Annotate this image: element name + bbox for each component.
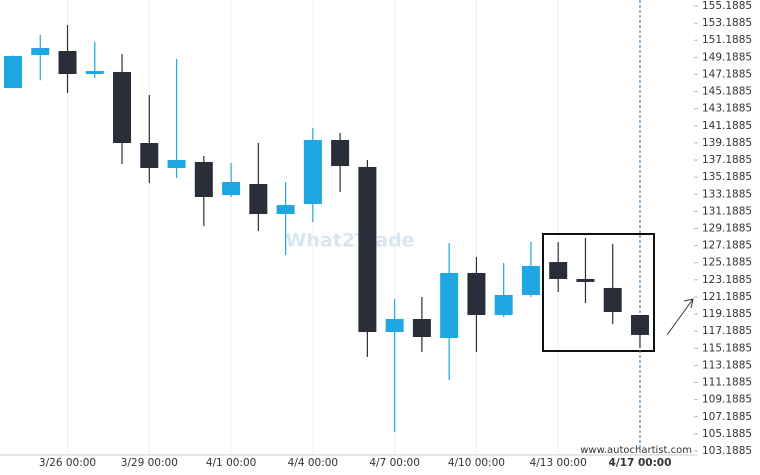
y-tick-label: 103.1885 xyxy=(702,445,752,457)
y-tick-label: 125.1885 xyxy=(702,257,752,269)
candle-body xyxy=(222,182,241,196)
candle-body xyxy=(358,166,377,333)
candle-body xyxy=(440,272,459,339)
candle-body xyxy=(521,265,540,295)
pattern-box xyxy=(542,233,655,352)
candle-body xyxy=(630,315,649,335)
candle-body xyxy=(385,319,404,333)
y-tick-label: 139.1885 xyxy=(702,137,752,149)
x-tick-label: 4/1 00:00 xyxy=(206,457,257,469)
y-tick-label: 127.1885 xyxy=(702,240,752,252)
source: www.autochartist.com xyxy=(580,445,692,456)
y-tick-label: 149.1885 xyxy=(702,51,752,63)
y-tick-label: 129.1885 xyxy=(702,222,752,234)
x-tick-label: 4/7 00:00 xyxy=(369,457,420,469)
candle-body xyxy=(140,142,159,168)
candle-body xyxy=(4,55,22,89)
watermark: What2Trade xyxy=(285,230,414,252)
candle-body xyxy=(494,294,513,315)
candle-body xyxy=(276,205,295,215)
y-tick-label: 133.1885 xyxy=(702,188,752,200)
y-tick-label: 151.1885 xyxy=(702,34,752,46)
x-tick-label: 4/13 00:00 xyxy=(530,457,587,469)
candle-body xyxy=(85,71,104,75)
candle-body xyxy=(603,287,622,313)
candle-body xyxy=(31,48,50,56)
candle-body xyxy=(549,262,568,279)
candle-body xyxy=(412,319,431,337)
x-tick-label: 3/29 00:00 xyxy=(121,457,178,469)
candle-body xyxy=(167,160,186,168)
y-tick-label: 155.1885 xyxy=(702,0,752,12)
y-tick-label: 109.1885 xyxy=(702,394,752,406)
candle-body xyxy=(303,140,322,205)
y-tick-label: 105.1885 xyxy=(702,428,752,440)
y-tick-label: 145.1885 xyxy=(702,86,752,98)
arrow xyxy=(666,298,694,336)
y-tick-label: 123.1885 xyxy=(702,274,752,286)
y-tick-label: 131.1885 xyxy=(702,205,752,217)
y-tick-label: 141.1885 xyxy=(702,120,752,132)
candle-body xyxy=(113,71,132,143)
y-tick-label: 113.1885 xyxy=(702,359,752,371)
y-tick-label: 107.1885 xyxy=(702,411,752,423)
y-tick-label: 137.1885 xyxy=(702,154,752,166)
x-tick-label: 4/4 00:00 xyxy=(288,457,339,469)
y-tick-label: 117.1885 xyxy=(702,325,752,337)
x-tick-label: 3/26 00:00 xyxy=(39,457,96,469)
y-tick-label: 153.1885 xyxy=(702,17,752,29)
x-tick-label: 4/17 00:00 xyxy=(609,457,672,469)
x-tick-label: 4/10 00:00 xyxy=(448,457,505,469)
y-tick-label: 119.1885 xyxy=(702,308,752,320)
y-tick-label: 111.1885 xyxy=(702,377,752,389)
candle-body xyxy=(58,51,77,75)
y-tick-label: 143.1885 xyxy=(702,103,752,115)
arrow-head xyxy=(683,298,694,309)
y-tick-label: 115.1885 xyxy=(702,342,752,354)
y-tick-label: 121.1885 xyxy=(702,291,752,303)
candle-body xyxy=(576,278,595,282)
y-tick-label: 147.1885 xyxy=(702,68,752,80)
candle-body xyxy=(331,140,350,167)
candle-body xyxy=(249,183,268,215)
candle-body xyxy=(194,161,213,197)
candle-body xyxy=(467,272,486,315)
y-tick-label: 135.1885 xyxy=(702,171,752,183)
